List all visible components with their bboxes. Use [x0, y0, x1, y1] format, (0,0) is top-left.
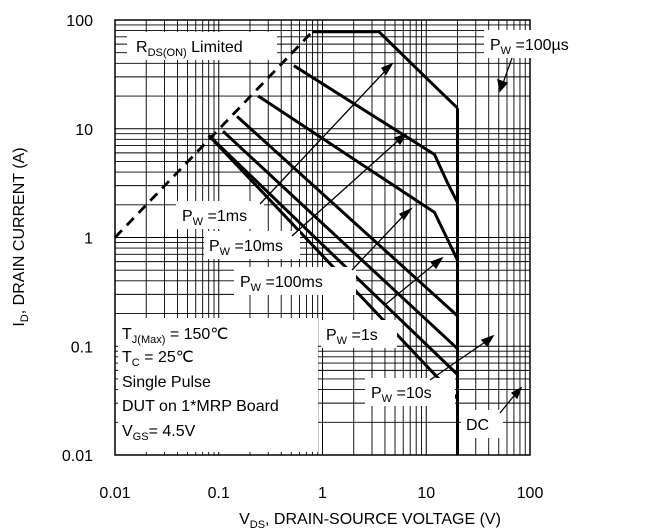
arrow-head-pw-1ms: [381, 62, 394, 76]
y-tick-label: 100: [66, 13, 93, 30]
x-tick-label: 1: [318, 485, 327, 502]
pw-100ms-label: PW =100ms: [240, 274, 323, 294]
arrow-head-pw-10ms: [393, 132, 408, 146]
arrow-head-dc: [510, 386, 523, 400]
x-tick-label: 0.1: [208, 485, 230, 502]
arrow-pw-100ms: [351, 212, 407, 271]
arrow-head-pw-100ms: [398, 207, 413, 221]
arrow-head-pw-10s: [480, 334, 495, 348]
y-tick-label: 10: [75, 122, 93, 139]
pw-1ms-label: PW =1ms: [182, 208, 247, 228]
rds-label-bg: [127, 32, 277, 60]
dc-label-bg: [461, 410, 503, 438]
pw-10ms-label-bg: [204, 231, 300, 259]
series-pw-100ms: [235, 115, 459, 318]
series-rds-on-limited: [113, 30, 314, 239]
condition-single-pulse: Single Pulse: [122, 374, 211, 391]
pw-10ms-label: PW =10ms: [209, 238, 283, 258]
pw-100us-label-bg: [484, 30, 602, 58]
series-pw-10ms: [257, 94, 459, 261]
arrow-pw-1s: [385, 261, 438, 305]
arrow-head-pw-100us: [497, 79, 509, 93]
arrow-head-pw-1s: [429, 256, 444, 270]
series-pw-100-s: [312, 30, 459, 110]
pw-1s-label: PW =1s: [326, 327, 378, 347]
series-pw-1s: [221, 130, 459, 350]
pw-1ms-label-bg: [176, 201, 264, 229]
y-axis-label: ID, DRAIN CURRENT (A): [11, 147, 31, 326]
series-pw-1ms: [293, 64, 459, 204]
conditions-bg: [118, 318, 318, 452]
rds-limited-label: RDS(ON) Limited: [136, 39, 243, 59]
annotation-arrows: [259, 57, 523, 414]
dc-label: DC: [466, 417, 489, 434]
arrow-pw-10s: [429, 339, 489, 381]
arrow-pw-10ms: [291, 137, 402, 237]
y-tick-label: 0.1: [71, 339, 93, 356]
x-tick-label: 0.01: [99, 485, 130, 502]
x-tick-label: 10: [417, 485, 435, 502]
x-tick-label: 100: [517, 485, 544, 502]
series-group: [113, 30, 459, 455]
arrow-pw-1ms: [259, 67, 389, 205]
y-tick-label: 1: [84, 231, 93, 248]
pw-10s-label-bg: [365, 378, 455, 406]
condition-tc: TC = 25℃: [122, 349, 194, 369]
condition-tj: TJ(Max) = 150℃: [122, 326, 228, 346]
condition-board: DUT on 1*MRP Board: [122, 398, 279, 415]
series-dc: [207, 134, 459, 400]
condition-vgs: VGS= 4.5V: [122, 423, 196, 443]
pw-10s-label: PW =10s: [371, 385, 432, 405]
pw-100us-label: PW =100µs: [490, 37, 569, 57]
pw-100ms-label-bg: [234, 267, 356, 295]
pw-1s-label-bg: [321, 320, 397, 348]
series-pw-10s: [207, 134, 459, 376]
tick-labels: 0.01 0.1 1 10 100 100 10 1 0.1 0.01: [62, 13, 544, 502]
y-tick-label: 0.01: [62, 448, 93, 465]
x-axis-label: VDS, DRAIN-SOURCE VOLTAGE (V): [239, 511, 501, 531]
